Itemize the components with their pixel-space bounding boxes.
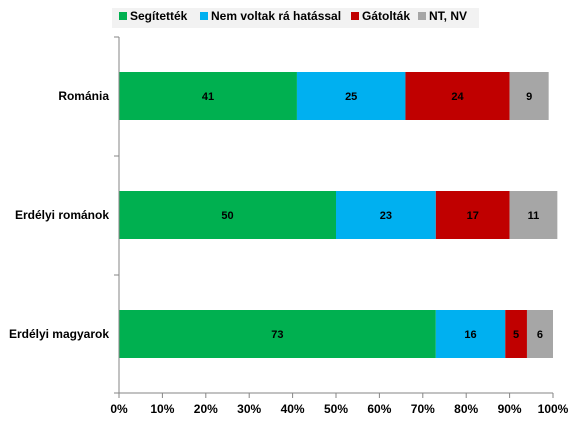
data-label-erdelyi-magyarok-gatoltak: 5: [513, 329, 519, 341]
x-tick-label: 10%: [150, 402, 174, 416]
legend-label-nt-nv: NT, NV: [429, 9, 467, 23]
data-label-romania-nem-voltak-ra-hatassal: 25: [345, 91, 357, 103]
legend-swatch-gatoltak: [351, 12, 359, 20]
x-tick-label: 70%: [411, 402, 435, 416]
legend-swatch-nt-nv: [418, 12, 426, 20]
data-label-erdelyi-magyarok-nt-nv: 6: [537, 329, 543, 341]
category-label-romania: Románia: [58, 89, 109, 103]
data-label-erdelyi-romanok-nt-nv: 11: [528, 210, 540, 222]
bar-erdelyi-romanok-gatoltak: [435, 191, 510, 239]
category-label-erdelyi-romanok: Erdélyi románok: [15, 208, 109, 222]
x-tick-label: 0%: [110, 402, 128, 416]
x-tick-label: 20%: [194, 402, 218, 416]
bar-romania-gatoltak: [405, 72, 510, 120]
data-label-erdelyi-magyarok-segitettek: 73: [271, 329, 283, 341]
axes: Románia Erdélyi románok Erdélyi magyarok 0%…: [9, 36, 569, 416]
data-label-erdelyi-romanok-gatoltak: 17: [467, 210, 479, 222]
bar-romania-nem-voltak-ra-hatassal: [296, 72, 406, 120]
x-tick-label: 50%: [324, 402, 348, 416]
legend-label-gatoltak: Gátolták: [362, 9, 410, 23]
data-label-erdelyi-magyarok-nem-voltak-ra-hatassal: 16: [464, 329, 476, 341]
legend-label-segitettek: Segítették: [130, 9, 188, 23]
x-tick-label: 30%: [237, 402, 261, 416]
x-tick-label: 40%: [281, 402, 305, 416]
data-label-erdelyi-romanok-nem-voltak-ra-hatassal: 23: [380, 210, 392, 222]
data-label-romania-segitettek: 41: [202, 91, 214, 103]
bar-erdelyi-magyarok-nt-nv: [526, 310, 553, 358]
bars: 41 25 24 9 50 23 17 11 73 16 5 6: [119, 72, 558, 358]
bar-erdelyi-romanok-nt-nv: [509, 191, 558, 239]
legend: Segítették Nem voltak rá hatással Gátolták…: [112, 8, 479, 28]
bar-romania-nt-nv: [509, 72, 549, 120]
x-tick-label: 60%: [367, 402, 391, 416]
bar-erdelyi-magyarok-gatoltak: [505, 310, 527, 358]
x-tick-label: 80%: [454, 402, 478, 416]
bar-erdelyi-magyarok-segitettek: [119, 310, 436, 358]
legend-label-nem-voltak-ra-hatassal: Nem voltak rá hatással: [211, 9, 341, 23]
data-label-erdelyi-romanok-segitettek: 50: [221, 210, 233, 222]
legend-swatch-segitettek: [119, 12, 127, 20]
bar-erdelyi-romanok-nem-voltak-ra-hatassal: [336, 191, 436, 239]
bar-erdelyi-romanok-segitettek: [119, 191, 336, 239]
category-label-erdelyi-magyarok: Erdélyi magyarok: [9, 327, 109, 341]
x-tick-label: 100%: [538, 402, 569, 416]
bar-erdelyi-magyarok-nem-voltak-ra-hatassal: [435, 310, 506, 358]
bar-romania-segitettek: [119, 72, 297, 120]
x-tick-label: 90%: [498, 402, 522, 416]
data-label-romania-gatoltak: 24: [451, 91, 464, 103]
legend-swatch-nem-voltak-ra-hatassal: [200, 12, 208, 20]
data-label-romania-nt-nv: 9: [526, 91, 532, 103]
